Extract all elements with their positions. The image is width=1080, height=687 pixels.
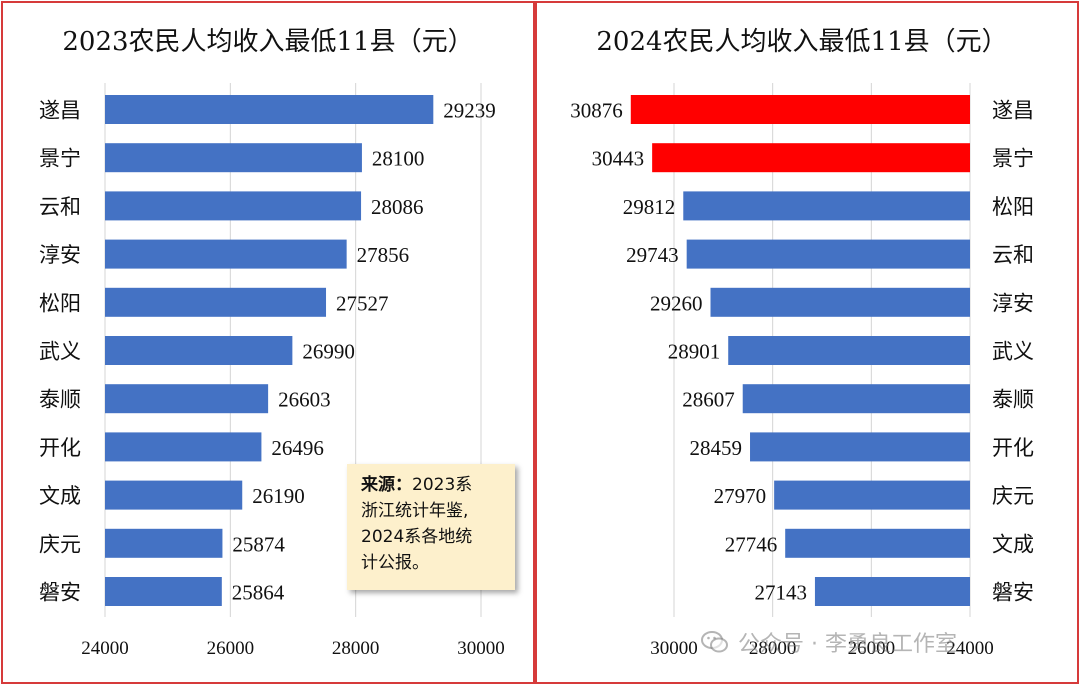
value-label: 26603 — [278, 388, 331, 412]
value-label: 28459 — [690, 436, 743, 460]
category-label: 庆元 — [992, 484, 1034, 508]
source-note-line1: 2023系 — [412, 475, 473, 495]
category-label: 文成 — [992, 532, 1034, 556]
x-tick-label: 24000 — [946, 638, 994, 659]
bar — [105, 143, 362, 173]
value-label: 25864 — [232, 581, 285, 605]
value-label: 27746 — [725, 532, 778, 556]
bar — [105, 384, 269, 414]
bar — [652, 143, 970, 173]
bar — [728, 336, 970, 365]
value-label: 27970 — [714, 484, 767, 508]
value-label: 27143 — [754, 581, 807, 605]
chart-2023: 2023农民人均收入最低11县（元） 遂昌 29239 景宁 28100 云和 28086 淳… — [39, 27, 505, 659]
value-label: 28901 — [668, 340, 721, 364]
category-label: 景宁 — [39, 147, 81, 171]
category-label: 松阳 — [992, 195, 1034, 219]
category-label: 文成 — [39, 484, 81, 508]
category-label: 开化 — [992, 436, 1034, 460]
bar — [742, 384, 970, 414]
category-label: 磐安 — [39, 581, 81, 605]
bar — [750, 432, 970, 462]
wechat-icon — [701, 631, 728, 653]
source-note-label: 来源： — [361, 475, 412, 495]
x-tick-label: 30000 — [457, 638, 505, 659]
bar — [105, 577, 222, 606]
value-label: 28607 — [682, 388, 735, 412]
value-label: 29260 — [650, 291, 703, 315]
x-tick-label: 26000 — [848, 638, 896, 659]
watermark-text: 公众号 · 李勇良工作室 — [738, 632, 957, 657]
bar — [105, 336, 293, 365]
chart-title: 2023农民人均收入最低11县（元） — [62, 27, 473, 57]
category-label: 遂昌 — [39, 99, 81, 123]
category-label: 泰顺 — [39, 388, 81, 412]
bar — [105, 287, 327, 317]
source-note-line2: 浙江统计年鉴, — [361, 501, 469, 521]
category-label: 泰顺 — [992, 388, 1034, 412]
bar — [774, 480, 970, 510]
value-label: 29812 — [623, 195, 676, 219]
bar — [105, 432, 262, 462]
bar — [785, 528, 970, 558]
value-label: 27527 — [336, 291, 389, 315]
category-label: 松阳 — [39, 291, 81, 315]
x-tick-label: 26000 — [207, 638, 255, 659]
chart-panel-2023: 2023农民人均收入最低11县（元） 遂昌 29239 景宁 28100 云和 28086 淳… — [1, 1, 535, 684]
value-label: 27856 — [357, 243, 410, 267]
x-tick-label: 24000 — [81, 638, 129, 659]
x-tick-label: 30000 — [650, 638, 698, 659]
bar — [105, 480, 243, 510]
x-tick-label: 28000 — [332, 638, 380, 659]
source-note-line3: 2024系各地统 — [361, 527, 473, 547]
value-label: 26990 — [302, 340, 355, 364]
bar — [105, 239, 347, 269]
value-label: 30876 — [570, 99, 623, 123]
value-label: 28086 — [371, 195, 424, 219]
category-label: 庆元 — [39, 532, 81, 556]
category-label: 武义 — [39, 340, 81, 364]
bar — [105, 528, 223, 558]
value-label: 26190 — [252, 484, 304, 508]
value-label: 28100 — [372, 147, 425, 171]
bar — [710, 287, 970, 317]
bar — [630, 95, 970, 124]
watermark: 公众号 · 李勇良工作室 — [700, 625, 957, 659]
value-label: 26496 — [271, 436, 324, 460]
x-tick-label: 28000 — [749, 638, 797, 659]
category-label: 景宁 — [992, 147, 1034, 171]
bar — [814, 577, 970, 606]
value-label: 29239 — [443, 99, 496, 123]
value-label: 29743 — [626, 243, 679, 267]
chart-title: 2024农民人均收入最低11县（元） — [596, 27, 1007, 57]
bar — [105, 95, 434, 124]
category-label: 云和 — [39, 195, 81, 219]
chart-2024: 2024农民人均收入最低11县（元） 遂昌 30876 景宁 30443 松阳 29812 云… — [570, 27, 1034, 659]
category-label: 磐安 — [992, 581, 1034, 605]
category-label: 遂昌 — [992, 99, 1034, 123]
value-label: 25874 — [232, 532, 285, 556]
category-label: 淳安 — [39, 243, 81, 267]
bar — [683, 191, 970, 221]
category-label: 开化 — [39, 436, 81, 460]
value-label: 30443 — [592, 147, 645, 171]
bar — [105, 191, 362, 221]
category-label: 云和 — [992, 243, 1034, 267]
category-label: 淳安 — [992, 291, 1034, 315]
source-note-line4: 计公报。 — [361, 553, 429, 573]
bar — [686, 239, 970, 269]
chart-panel-2024: 2024农民人均收入最低11县（元） 遂昌 30876 景宁 30443 松阳 29812 云… — [535, 1, 1079, 684]
category-label: 武义 — [992, 340, 1034, 364]
source-note: 来源：2023系 浙江统计年鉴, 2024系各地统 计公报。 — [347, 464, 515, 590]
